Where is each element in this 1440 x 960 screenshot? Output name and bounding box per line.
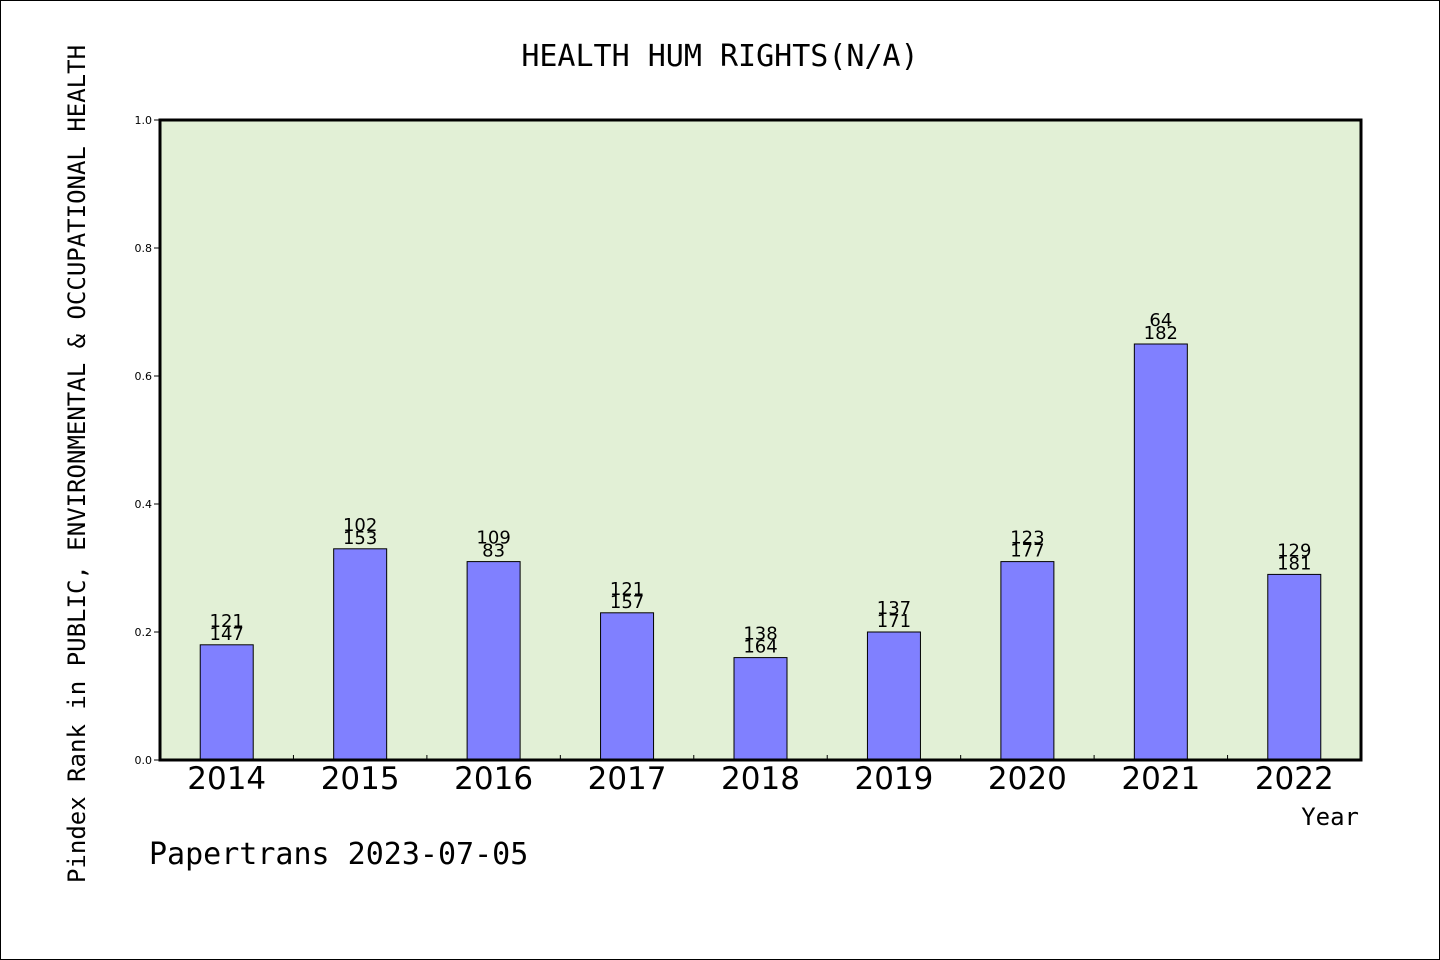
y-axis-label: Pindex Rank in PUBLIC, ENVIRONMENTAL & O… xyxy=(63,45,91,883)
x-axis-label: Year xyxy=(1301,803,1359,831)
bar-label-top-2016: 109 xyxy=(476,528,510,549)
bar-label-top-2014: 121 xyxy=(210,611,244,632)
bar-label-bottom-2017: 157 xyxy=(610,592,644,613)
x-tick-label-2019: 2019 xyxy=(854,761,933,797)
bar-label-top-2022: 129 xyxy=(1277,540,1311,561)
bar-label-bottom-2022: 181 xyxy=(1277,553,1311,574)
x-tick-label-2015: 2015 xyxy=(321,761,400,797)
bar-label-bottom-2021: 182 xyxy=(1144,323,1178,344)
bar-2019 xyxy=(866,631,921,761)
y-tick-label: 0.4 xyxy=(135,498,153,511)
bar-label-bottom-2016: 83 xyxy=(482,541,505,562)
bar-label-bottom-2018: 164 xyxy=(743,637,777,658)
bar-2017 xyxy=(600,612,655,761)
bar-2018 xyxy=(733,657,788,761)
plot-border xyxy=(158,118,1363,762)
y-tick-label: 0.0 xyxy=(135,754,153,767)
x-tick-label-2020: 2020 xyxy=(988,761,1067,797)
bar-2014 xyxy=(199,644,254,761)
bar-2020 xyxy=(1000,561,1055,761)
x-tick-label-2014: 2014 xyxy=(187,761,266,797)
y-tick-label: 0.8 xyxy=(135,242,153,255)
bar-label-top-2020: 123 xyxy=(1010,528,1044,549)
bar-label-bottom-2020: 177 xyxy=(1010,541,1044,562)
bar-label-bottom-2019: 171 xyxy=(877,611,911,632)
bar-label-top-2018: 138 xyxy=(743,624,777,645)
bar-label-bottom-2014: 147 xyxy=(210,624,244,645)
x-tick-label-2022: 2022 xyxy=(1255,761,1334,797)
bar-label-top-2017: 121 xyxy=(610,579,644,600)
bar-label-bottom-2015: 153 xyxy=(343,528,377,549)
bar-2016 xyxy=(466,561,521,761)
bar-2015 xyxy=(333,548,388,761)
x-tick-label-2018: 2018 xyxy=(721,761,800,797)
chart-title: HEALTH HUM RIGHTS(N/A) xyxy=(521,39,918,74)
ticks-group: 0.0 0.2 0.4 0.6 0.8 1.0 2014 2015 2016 2017 2018 20… xyxy=(135,114,1334,797)
footer-credit: Papertrans 2023-07-05 xyxy=(149,837,528,872)
y-tick-label: 1.0 xyxy=(135,114,153,127)
y-tick-label: 0.2 xyxy=(135,626,153,639)
x-tick-label-2017: 2017 xyxy=(588,761,667,797)
bar-label-top-2019: 137 xyxy=(877,598,911,619)
x-tick-label-2016: 2016 xyxy=(454,761,533,797)
bar-label-top-2021: 64 xyxy=(1149,310,1172,331)
bar-2021 xyxy=(1133,343,1188,761)
bar-label-top-2015: 102 xyxy=(343,515,377,536)
x-tick-label-2021: 2021 xyxy=(1121,761,1200,797)
bar-2022 xyxy=(1267,573,1322,761)
y-tick-label: 0.6 xyxy=(135,370,153,383)
